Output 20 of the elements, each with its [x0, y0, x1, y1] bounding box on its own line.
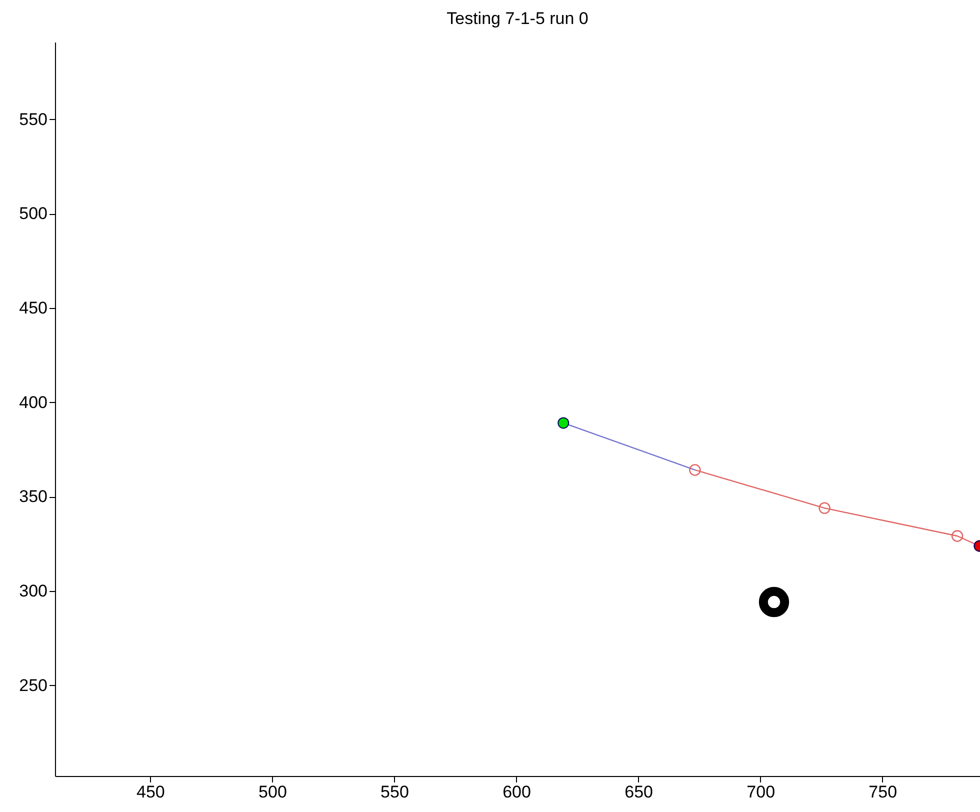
x-tick-label: 500 [258, 782, 287, 802]
y-tick-label: 250 [19, 676, 48, 695]
point [689, 464, 701, 476]
x-tick-label: 750 [868, 782, 898, 802]
y-tick-label: 500 [19, 204, 48, 224]
point [558, 417, 570, 429]
y-tick-label: 400 [19, 392, 48, 412]
y-tick-label: 450 [19, 298, 48, 318]
x-tick-label: 550 [380, 782, 409, 802]
chart-title: Testing 7-1-5 run 0 [446, 9, 588, 28]
point [951, 530, 964, 542]
point [758, 586, 790, 618]
y-tick-label: 550 [19, 110, 48, 129]
x-tick-label: 650 [624, 782, 653, 802]
point [818, 502, 830, 514]
x-tick-label: 450 [136, 782, 165, 802]
y-tick-label: 300 [19, 582, 48, 601]
y-tick-label: 350 [19, 487, 48, 506]
x-tick-label: 700 [746, 782, 776, 802]
x-tick-label: 600 [502, 782, 531, 802]
